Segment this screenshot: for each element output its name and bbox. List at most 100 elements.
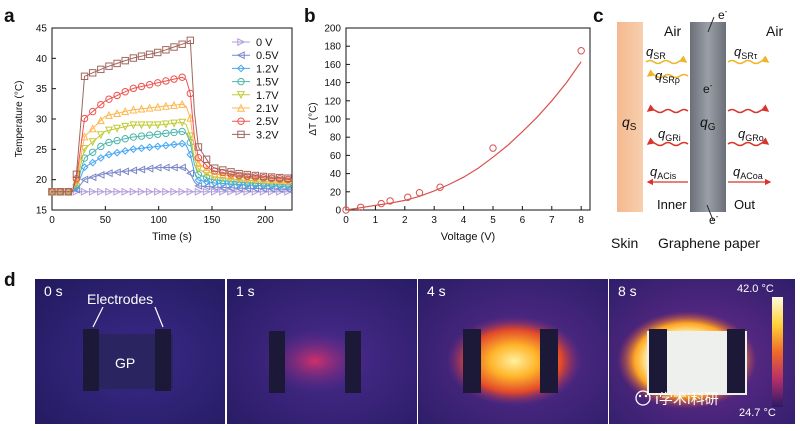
data-point [202, 173, 211, 182]
data-point [178, 40, 186, 48]
data-point [137, 82, 146, 91]
data-point [177, 163, 186, 172]
skin-label: Skin [611, 235, 638, 251]
data-point [48, 188, 56, 196]
y-tick-label: 15 [36, 206, 48, 217]
y-tick-label: 120 [324, 96, 341, 107]
data-point [80, 187, 89, 196]
data-point [377, 199, 385, 208]
data-point [243, 170, 251, 179]
data-point [80, 175, 89, 184]
watermark-logo-icon [635, 390, 651, 406]
data-point [96, 116, 105, 125]
y-tick-label: 100 [324, 115, 341, 126]
qGRo-label: qGRo [738, 126, 764, 143]
qSRrho-arrow [646, 69, 689, 79]
x-tick-label: 6 [520, 215, 526, 226]
data-point [226, 175, 235, 184]
data-point [251, 171, 260, 180]
data-point [235, 180, 244, 189]
data-point [404, 193, 412, 201]
y-axis-label: ΔT (°C) [308, 102, 319, 135]
data-point [137, 165, 146, 174]
out-label: Out [734, 197, 755, 212]
data-point [211, 164, 219, 172]
data-point [219, 187, 228, 196]
data-point [120, 167, 129, 176]
data-point [194, 176, 203, 185]
data-point [386, 197, 394, 205]
data-point [178, 127, 186, 136]
data-point [105, 138, 113, 147]
x-tick-label: 0 [343, 215, 349, 226]
data-point [88, 173, 97, 182]
data-point [170, 119, 179, 128]
x-tick-label: 0 [49, 215, 55, 226]
data-point [112, 168, 121, 177]
gp-label: GP [115, 355, 136, 371]
data-point [137, 52, 146, 60]
colorbar-max-label: 42.0 °C [737, 283, 774, 295]
data-point [88, 107, 97, 116]
y-tick-label: 20 [36, 175, 48, 186]
data-point [267, 173, 276, 181]
data-point [145, 50, 154, 59]
data-point [129, 54, 138, 62]
legend-label: 1.7V [256, 90, 279, 102]
legend-marker [236, 91, 246, 100]
data-point [219, 166, 227, 174]
y-tick-label: 200 [324, 24, 341, 35]
x-axis-label: Voltage (V) [441, 231, 495, 243]
legend-marker [236, 51, 245, 60]
data-point [211, 187, 220, 196]
thermal-time-label: 8 s [618, 283, 637, 299]
data-point [80, 72, 89, 81]
data-point [284, 182, 292, 191]
data-point [227, 187, 236, 196]
legend-marker [237, 130, 245, 139]
electrode-pointer-right [154, 306, 164, 328]
data-point [276, 173, 284, 182]
x-axis-label: Time (s) [152, 231, 192, 243]
x-tick-label: 1 [373, 215, 379, 226]
data-point [178, 118, 187, 127]
thermal-frame-4s: 4 s [418, 279, 608, 424]
data-point [137, 132, 146, 140]
x-tick-label: 5 [490, 215, 496, 226]
data-point [202, 155, 211, 164]
thermal-image-4s [418, 279, 608, 424]
data-point [267, 181, 276, 190]
colorbar [772, 297, 783, 407]
watermark-text: i学术i科研 [655, 392, 719, 408]
chart-b-frame [345, 27, 591, 211]
data-point [436, 183, 444, 191]
data-point [162, 46, 170, 54]
y-tick-label: 0 [335, 206, 341, 217]
data-point [153, 163, 162, 172]
data-point [121, 107, 130, 116]
panel-letter-b: b [304, 6, 316, 27]
skin-layer [617, 22, 643, 212]
data-point [113, 187, 122, 196]
data-point [178, 139, 187, 148]
data-point [145, 187, 154, 196]
qSRrho-label: qSRρ [655, 68, 680, 85]
data-point [137, 144, 146, 153]
data-point [227, 177, 235, 186]
data-point [185, 169, 195, 178]
thermal-time-label: 0 s [44, 283, 63, 299]
data-point [186, 132, 195, 141]
data-point [121, 88, 129, 96]
graphene-paper-label: Graphene paper [658, 235, 760, 251]
data-point [129, 121, 138, 130]
legend-label: 3.2V [256, 129, 279, 141]
data-point [194, 165, 203, 174]
electrode-right [540, 329, 558, 393]
legend-label: 1.2V [256, 63, 279, 75]
data-point [145, 121, 154, 130]
data-point [145, 103, 154, 112]
electron-top-label: e- [718, 7, 728, 22]
x-tick-label: 8 [578, 215, 584, 226]
data-point [162, 77, 170, 85]
data-point [121, 187, 130, 196]
